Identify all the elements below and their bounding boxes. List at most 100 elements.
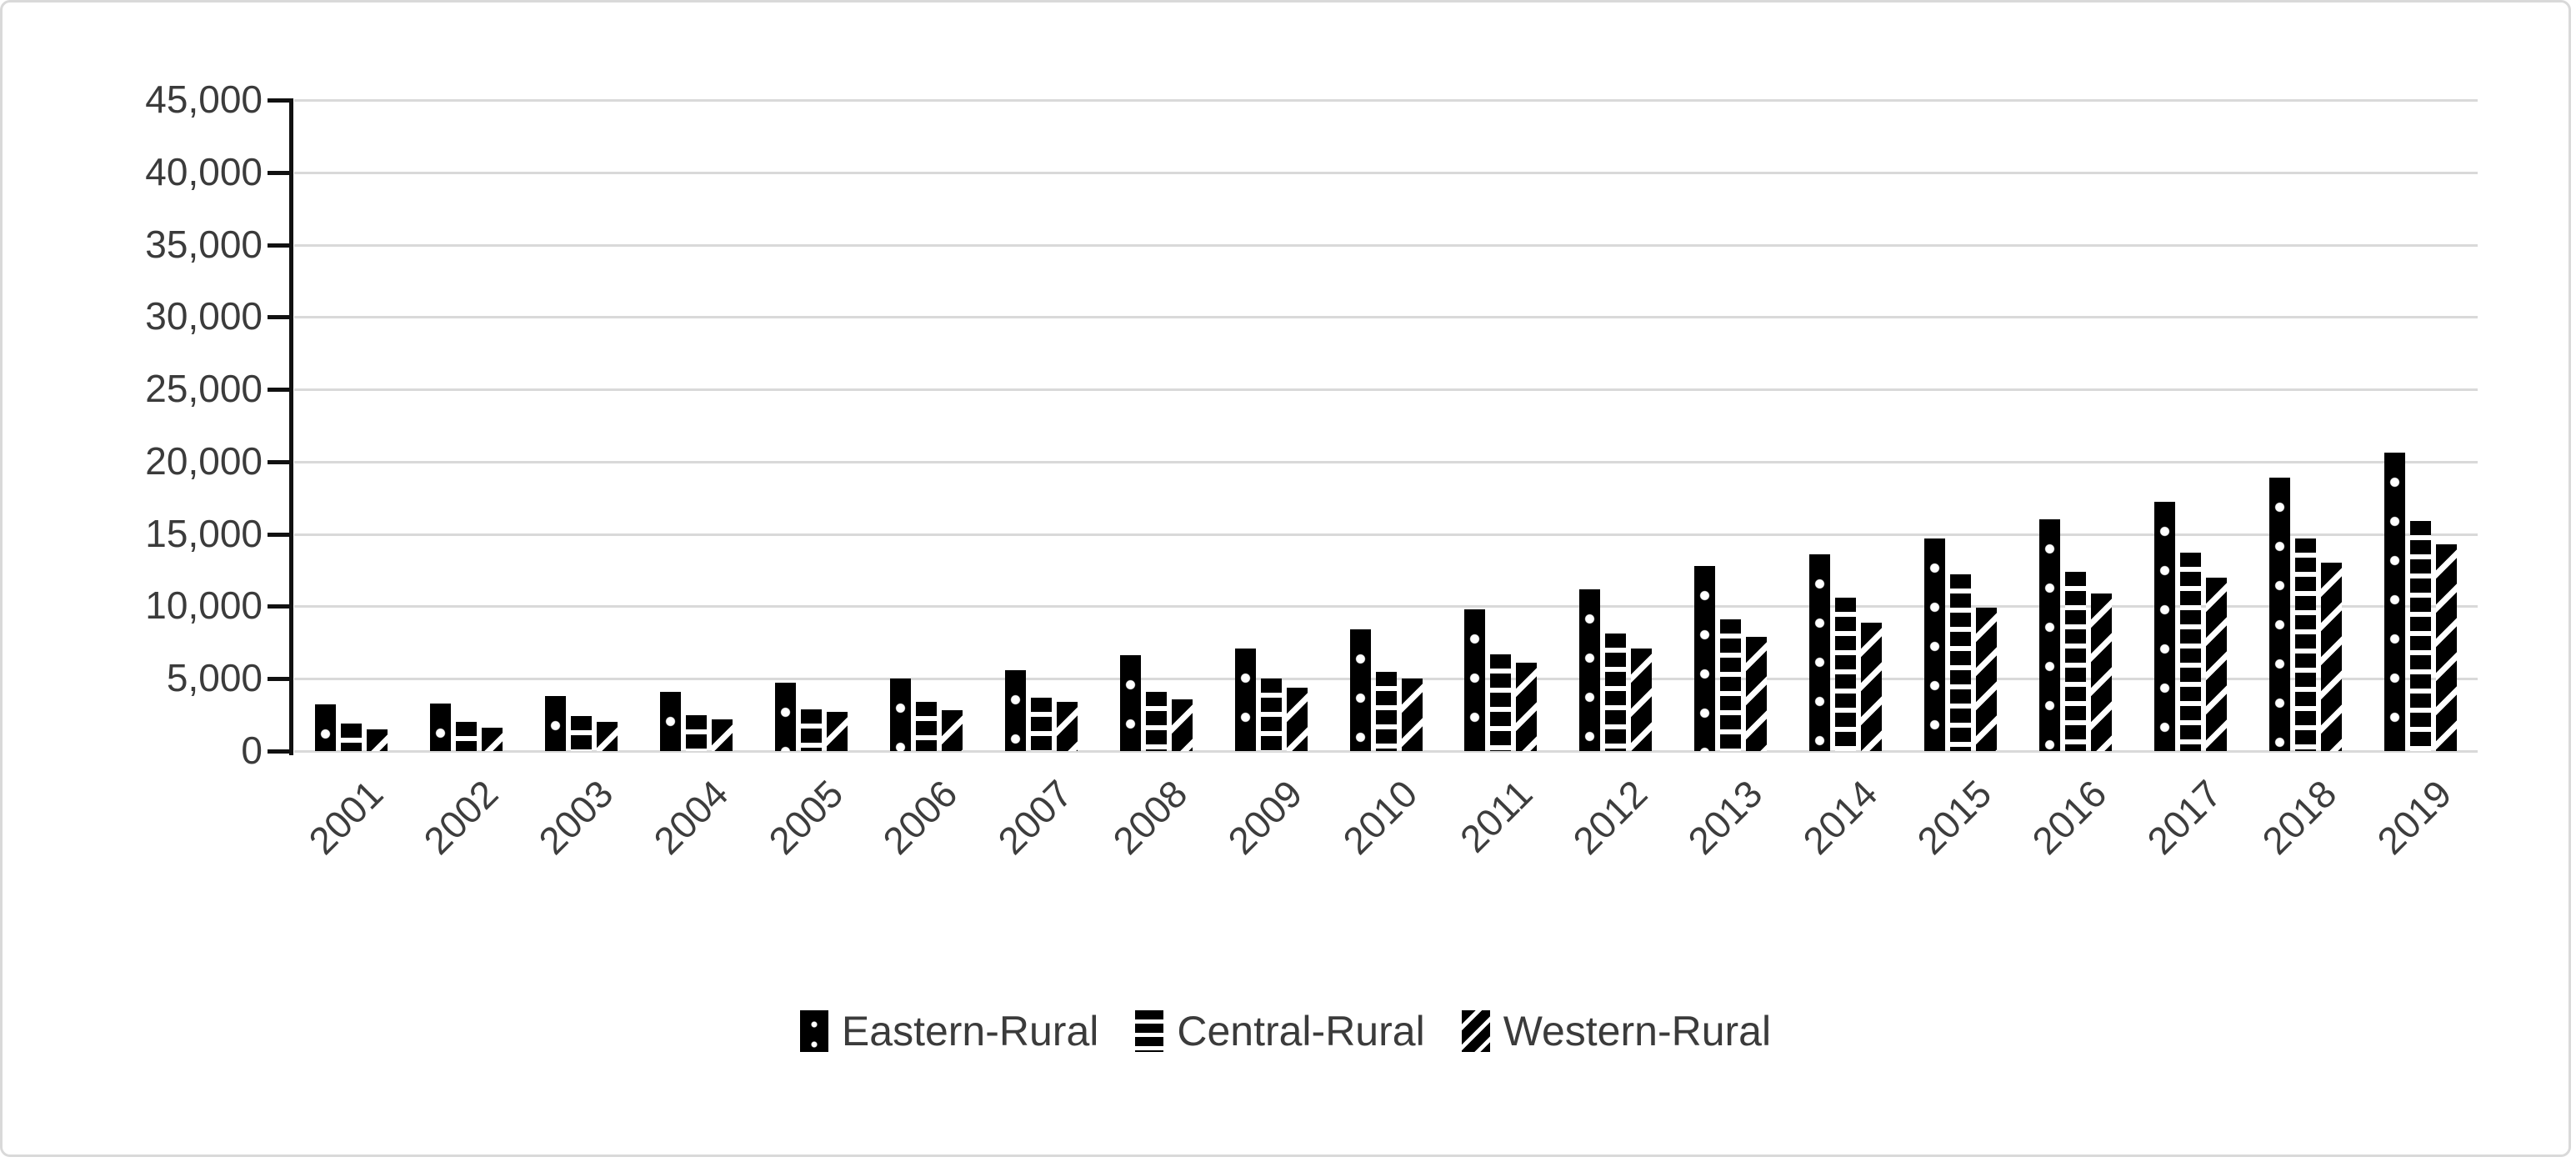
bar-group-2008 — [1118, 100, 1194, 751]
bar-eastern-rural-2005 — [775, 683, 797, 751]
y-axis-label-45000: 45,000 — [145, 78, 263, 121]
bar-group-2012 — [1578, 100, 1654, 751]
bar-group-2017 — [2152, 100, 2228, 751]
bar-western-rural-2010 — [1401, 679, 1423, 751]
bar-western-rural-2017 — [2205, 578, 2227, 751]
bar-group-2006 — [888, 100, 964, 751]
legend-label-central-rural: Central-Rural — [1177, 1008, 1425, 1054]
gridline-15000 — [294, 533, 2478, 536]
bar-central-rural-2005 — [801, 709, 823, 751]
legend: Eastern-Rural Central-Rural Western-Rural — [3, 1007, 2568, 1055]
y-axis-tick-15000 — [268, 532, 293, 537]
y-axis-tick-30000 — [268, 315, 293, 320]
bar-eastern-rural-2003 — [545, 696, 567, 751]
bar-western-rural-2007 — [1056, 702, 1078, 751]
bar-eastern-rural-2010 — [1349, 629, 1371, 751]
y-axis-tick-5000 — [268, 677, 293, 682]
y-axis-tick-25000 — [268, 388, 293, 393]
bar-group-2002 — [428, 100, 505, 751]
bar-central-rural-2018 — [2294, 538, 2316, 751]
legend-marker-icon-central-rural — [1135, 1010, 1164, 1052]
gridline-30000 — [294, 316, 2478, 319]
bar-group-2003 — [543, 100, 620, 751]
gridline-40000 — [294, 171, 2478, 174]
bar-group-2013 — [1693, 100, 1769, 751]
bar-eastern-rural-2017 — [2153, 502, 2175, 751]
bar-central-rural-2003 — [571, 716, 593, 751]
bar-eastern-rural-2015 — [1923, 538, 1945, 751]
y-axis-tick-45000 — [268, 98, 293, 103]
y-axis-tick-0 — [268, 749, 293, 754]
gridline-10000 — [294, 605, 2478, 609]
bar-central-rural-2010 — [1375, 672, 1397, 751]
bar-eastern-rural-2011 — [1464, 609, 1486, 751]
bar-western-rural-2016 — [2090, 594, 2112, 751]
bar-group-2001 — [313, 100, 390, 751]
y-axis-label-40000: 40,000 — [145, 149, 263, 193]
bar-central-rural-2011 — [1490, 654, 1512, 751]
bar-eastern-rural-2001 — [315, 704, 337, 751]
legend-marker-icon-eastern-rural — [799, 1010, 828, 1052]
bar-group-2010 — [1348, 100, 1424, 751]
bar-western-rural-2006 — [941, 710, 963, 751]
y-axis-label-10000: 10,000 — [145, 584, 263, 628]
bar-western-rural-2004 — [712, 719, 733, 751]
bar-eastern-rural-2008 — [1119, 655, 1141, 751]
gridline-35000 — [294, 243, 2478, 247]
bar-central-rural-2002 — [456, 722, 478, 751]
y-axis-tick-35000 — [268, 243, 293, 248]
bar-group-2019 — [2382, 100, 2458, 751]
bar-central-rural-2007 — [1030, 698, 1052, 751]
bar-western-rural-2011 — [1516, 663, 1538, 751]
bar-group-2005 — [773, 100, 850, 751]
bar-central-rural-2019 — [2409, 521, 2431, 751]
bar-group-2009 — [1233, 100, 1309, 751]
bar-group-2018 — [2267, 100, 2343, 751]
y-axis-tick-20000 — [268, 459, 293, 464]
bar-western-rural-2003 — [597, 722, 618, 751]
legend-item-western-rural: Western-Rural — [1461, 1007, 1771, 1055]
bar-group-2014 — [1808, 100, 1884, 751]
bar-group-2011 — [1463, 100, 1539, 751]
y-axis-label-15000: 15,000 — [145, 511, 263, 555]
bar-western-rural-2014 — [1861, 623, 1883, 751]
bar-central-rural-2017 — [2179, 553, 2201, 751]
y-axis-tick-10000 — [268, 604, 293, 609]
bar-eastern-rural-2004 — [660, 692, 682, 751]
y-axis-label-0: 0 — [241, 729, 263, 772]
bar-group-2007 — [1003, 100, 1079, 751]
bar-western-rural-2005 — [827, 712, 848, 751]
bar-western-rural-2015 — [1975, 608, 1997, 751]
y-axis-label-30000: 30,000 — [145, 294, 263, 338]
bar-central-rural-2006 — [915, 702, 937, 751]
bar-group-2016 — [2037, 100, 2113, 751]
legend-item-eastern-rural: Eastern-Rural — [799, 1007, 1099, 1055]
y-axis-label-20000: 20,000 — [145, 438, 263, 483]
y-axis-line — [289, 98, 293, 755]
bar-eastern-rural-2009 — [1234, 649, 1256, 751]
y-axis-label-5000: 5,000 — [166, 656, 263, 700]
bar-eastern-rural-2016 — [2038, 519, 2060, 751]
bar-eastern-rural-2007 — [1004, 670, 1026, 751]
bar-eastern-rural-2012 — [1579, 589, 1601, 751]
bar-eastern-rural-2018 — [2268, 478, 2290, 751]
bar-western-rural-2012 — [1631, 649, 1653, 751]
y-axis-tick-40000 — [268, 170, 293, 175]
bar-central-rural-2009 — [1260, 679, 1282, 751]
bar-central-rural-2014 — [1835, 598, 1857, 751]
bar-central-rural-2015 — [1949, 574, 1971, 751]
plot-area — [294, 99, 2478, 753]
bar-group-2004 — [658, 100, 735, 751]
y-axis-label-25000: 25,000 — [145, 367, 263, 411]
bar-central-rural-2013 — [1720, 619, 1742, 751]
bar-eastern-rural-2014 — [1809, 554, 1831, 751]
y-axis-label-35000: 35,000 — [145, 222, 263, 266]
bar-western-rural-2018 — [2320, 563, 2342, 751]
bar-central-rural-2001 — [341, 724, 363, 751]
gridline-25000 — [294, 388, 2478, 392]
legend-item-central-rural: Central-Rural — [1135, 1007, 1425, 1055]
bar-central-rural-2012 — [1605, 634, 1627, 751]
bar-western-rural-2019 — [2435, 544, 2457, 751]
legend-label-eastern-rural: Eastern-Rural — [841, 1008, 1099, 1054]
